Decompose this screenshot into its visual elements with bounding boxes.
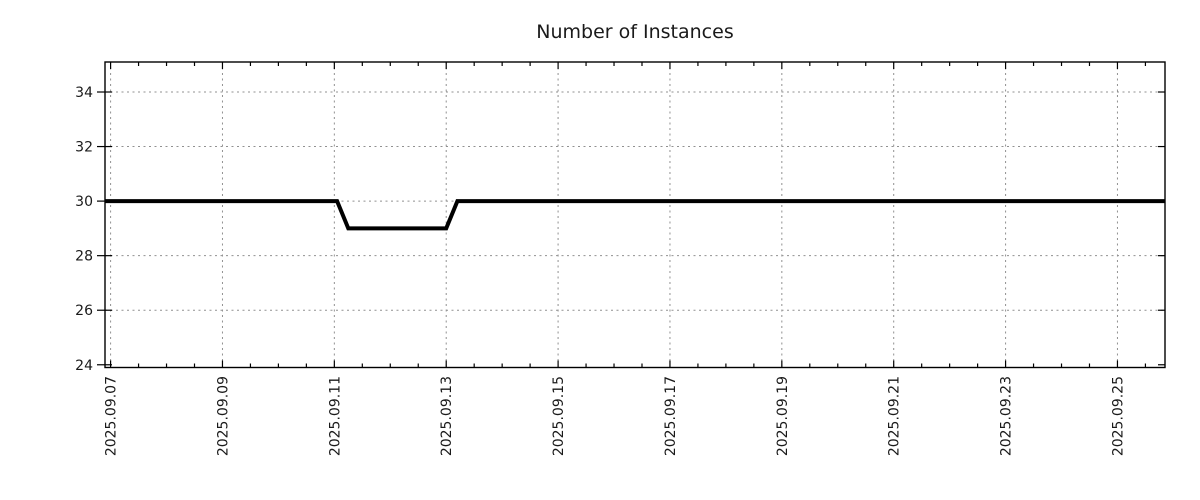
axis-ticks	[97, 62, 1165, 368]
axis-labels: 2025.09.07 2025.09.09 2025.09.11 2025.09.13…	[75, 85, 1126, 456]
x-tick-label: 2025.09.13	[439, 376, 455, 456]
x-tick-label: 2025.09.21	[887, 376, 903, 456]
data-series	[105, 199, 1165, 231]
x-tick-label: 2025.09.19	[775, 376, 791, 456]
grid-lines	[105, 62, 1165, 368]
y-tick-label: 34	[75, 85, 93, 101]
y-tick-label: 30	[75, 194, 93, 210]
x-tick-label: 2025.09.15	[551, 376, 567, 456]
y-tick-label: 32	[75, 140, 93, 156]
plot-border-box	[104, 61, 1166, 369]
y-tick-label: 26	[75, 303, 93, 319]
x-tick-label: 2025.09.17	[663, 376, 679, 456]
chart-title: Number of Instances	[536, 21, 733, 43]
x-tick-label: 2025.09.23	[999, 376, 1015, 456]
x-tick-label: 2025.09.07	[104, 376, 120, 456]
y-tick-label: 24	[75, 358, 93, 374]
plot-border	[104, 61, 1166, 369]
x-tick-label: 2025.09.09	[215, 376, 231, 456]
series-line-instances	[105, 199, 1165, 231]
y-tick-label: 28	[75, 249, 93, 265]
x-tick-label: 2025.09.11	[327, 376, 343, 456]
x-tick-label: 2025.09.25	[1110, 376, 1126, 456]
